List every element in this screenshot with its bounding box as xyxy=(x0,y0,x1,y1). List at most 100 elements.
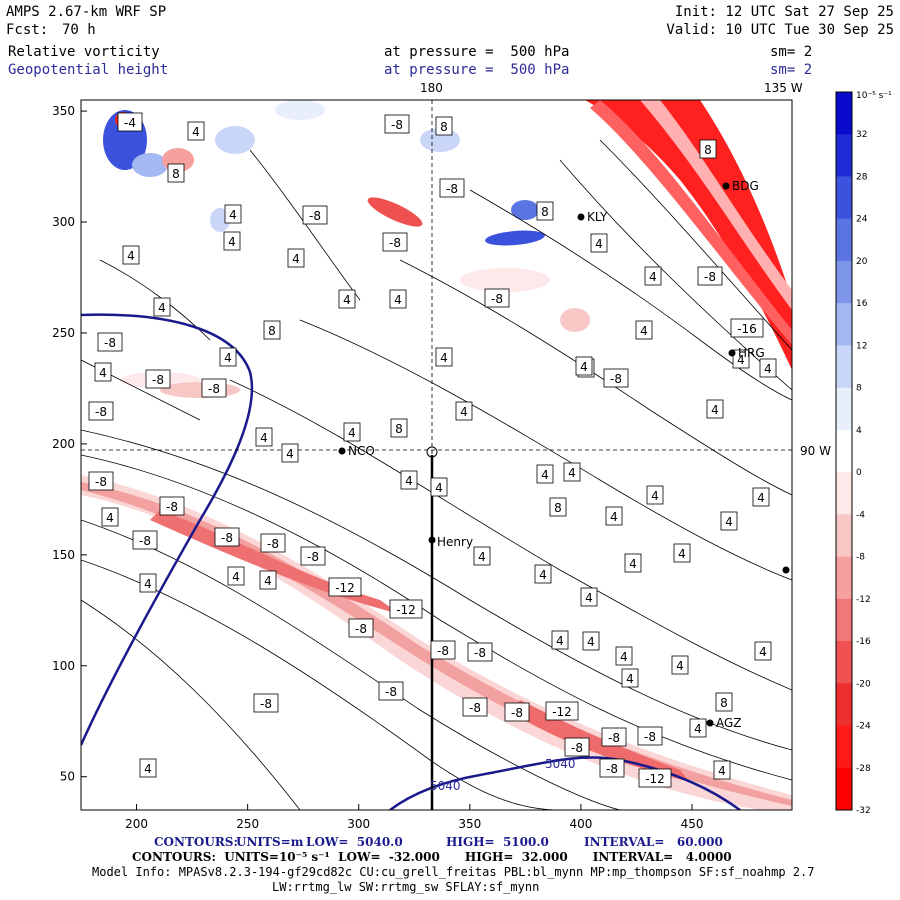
contour-label: -16 xyxy=(737,322,757,336)
contour-label: -12 xyxy=(335,581,355,595)
contour-label-box xyxy=(754,641,772,661)
contour-label-box xyxy=(563,462,581,482)
colorbar-level-label: 16 xyxy=(856,299,868,309)
contour-label: 4 xyxy=(292,252,300,266)
contour-label-box xyxy=(536,201,554,221)
colorbar-swatch xyxy=(836,598,852,642)
contour-label-box xyxy=(638,768,672,788)
contour-label: 4 xyxy=(640,324,648,338)
y-tick-label: 200 xyxy=(52,437,75,451)
y-tick-label: 100 xyxy=(52,659,75,673)
contour-label: -8 xyxy=(139,534,151,548)
contour-label-box xyxy=(504,702,530,722)
contour-label-box xyxy=(132,530,158,550)
colorbar-level-label: -32 xyxy=(856,806,871,816)
contour-label-box xyxy=(575,356,593,376)
contour-label: -8 xyxy=(166,500,178,514)
contour-label: -8 xyxy=(571,741,583,755)
colorbar-level-label: -24 xyxy=(856,722,871,732)
field2-smoothing: sm= 2 xyxy=(770,62,813,78)
contour-label: -8 xyxy=(260,697,272,711)
contour-label: -8 xyxy=(437,644,449,658)
contour-label-box xyxy=(689,718,707,738)
model-title: AMPS 2.67-km WRF SP xyxy=(6,4,167,20)
contour-label-box xyxy=(545,701,579,721)
contour-label-box xyxy=(582,631,600,651)
field2-level: at pressure = 500 hPa xyxy=(384,62,570,78)
contour-label-box xyxy=(439,178,465,198)
contour-label-box xyxy=(139,573,157,593)
contour-label: -8 xyxy=(104,336,116,350)
contour-label-box xyxy=(122,245,140,265)
contour-label: -8 xyxy=(307,550,319,564)
contours1-high: HIGH= 5100.0 xyxy=(446,835,549,849)
contour-label-box xyxy=(699,139,717,159)
contour-label: 4 xyxy=(626,672,634,686)
contour-label: 4 xyxy=(737,353,745,367)
contour-label: 4 xyxy=(106,511,114,525)
contour-label-box xyxy=(382,232,408,252)
model-info-2: LW:rrtmg_lw SW:rrtmg_sw SFLAY:sf_mynn xyxy=(272,880,540,894)
contour-label: 8 xyxy=(704,143,712,157)
contour-label-box xyxy=(621,668,639,688)
contour-label: 4 xyxy=(541,468,549,482)
contour-label: 4 xyxy=(711,403,719,417)
contour-label: 4 xyxy=(127,249,135,263)
contour-label: -8 xyxy=(95,475,107,489)
station-marker-agz xyxy=(706,719,714,727)
contour-label: 4 xyxy=(585,591,593,605)
contour-label: 8 xyxy=(554,501,562,515)
field2-name: Geopotential height xyxy=(8,62,169,78)
contour-label-box xyxy=(338,289,356,309)
plot-frame xyxy=(80,99,793,811)
contour-label: 4 xyxy=(539,568,547,582)
meridian-label-135w: 135 W xyxy=(764,81,803,95)
contour-label-box xyxy=(706,399,724,419)
contour-label-box xyxy=(467,642,493,662)
contour-label-box xyxy=(484,288,510,308)
contour-label: 4 xyxy=(678,547,686,561)
contour-label-box xyxy=(263,320,281,340)
contour-label: -8 xyxy=(267,537,279,551)
station-label-kly: KLY xyxy=(587,210,608,224)
contour-label: 8 xyxy=(440,120,448,134)
contour-label: 4 xyxy=(224,351,232,365)
contours1-units: UNITS=m xyxy=(236,835,304,849)
contour-label-box xyxy=(117,112,143,132)
contour-label-box xyxy=(473,546,491,566)
contour-label: 4 xyxy=(757,491,765,505)
contour-label-box xyxy=(551,630,569,650)
colorbar-level-label: -12 xyxy=(856,595,871,605)
contour-label: -8 xyxy=(355,622,367,636)
contour-label-box xyxy=(145,369,171,389)
contour-label-box xyxy=(673,543,691,563)
contour-label-box xyxy=(671,655,689,675)
contour-label: 4 xyxy=(676,659,684,673)
contour-label-box xyxy=(462,697,488,717)
colorbar-swatch xyxy=(836,218,852,262)
contour-label: 8 xyxy=(172,167,180,181)
contour-label: -12 xyxy=(645,772,665,786)
colorbar-swatch xyxy=(836,92,852,135)
station-marker-henry xyxy=(428,536,436,544)
station-label-nco: NCO xyxy=(348,444,375,458)
contour-label-box xyxy=(300,546,326,566)
contour-label: -8 xyxy=(208,382,220,396)
contour-label: 4 xyxy=(580,360,588,374)
contours1-interval: INTERVAL= 60.000 xyxy=(584,835,723,849)
contour-label-box xyxy=(101,507,119,527)
y-tick-label: 300 xyxy=(52,215,75,229)
contour-label-box xyxy=(384,114,410,134)
contour-label-box xyxy=(599,758,625,778)
init-time: Init: 12 UTC Sat 27 Sep 25 xyxy=(674,4,894,20)
colorbar-level-label: -20 xyxy=(856,679,871,689)
contour-label: 4 xyxy=(595,237,603,251)
colorbar-swatch xyxy=(836,176,852,220)
colorbar-unit: 10⁻⁵ s⁻¹ xyxy=(856,91,892,101)
contour-label: 4 xyxy=(556,634,564,648)
contour-label: -12 xyxy=(396,603,416,617)
x-tick-label: 200 xyxy=(125,817,148,831)
colorbar-swatch xyxy=(836,767,852,811)
contour-label-box xyxy=(637,726,663,746)
colorbar-swatch xyxy=(836,134,852,177)
